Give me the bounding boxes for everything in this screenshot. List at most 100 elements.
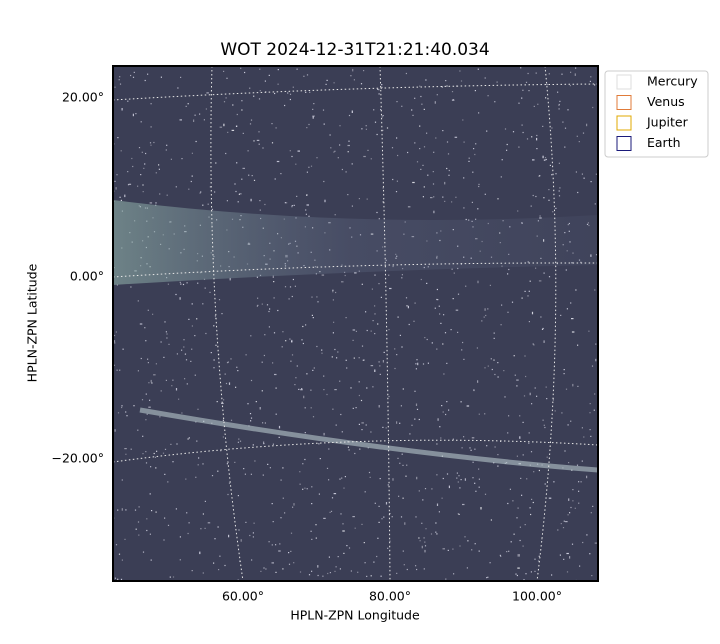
star <box>281 346 283 348</box>
star <box>402 464 404 466</box>
star <box>494 446 496 448</box>
star <box>427 362 429 364</box>
star <box>365 125 367 127</box>
star <box>142 191 144 193</box>
star <box>330 510 333 512</box>
star <box>559 554 561 556</box>
star <box>263 443 265 445</box>
star <box>530 571 532 573</box>
x-tick-label: 80.00° <box>369 589 411 604</box>
star <box>241 109 243 111</box>
star <box>361 283 363 285</box>
star <box>452 438 454 440</box>
star <box>140 174 142 176</box>
star <box>304 432 306 434</box>
star <box>213 562 215 564</box>
star <box>463 177 465 179</box>
star <box>116 174 118 176</box>
star <box>525 81 528 83</box>
star <box>565 269 567 271</box>
star <box>458 513 460 515</box>
star <box>528 90 530 92</box>
star <box>228 482 231 484</box>
star <box>422 499 424 501</box>
star <box>250 417 253 419</box>
star <box>223 123 225 127</box>
star <box>442 548 445 550</box>
star <box>392 478 394 481</box>
star <box>567 424 569 426</box>
star <box>227 361 229 363</box>
star <box>466 405 470 407</box>
star <box>179 297 181 300</box>
star <box>401 274 403 276</box>
star <box>290 360 292 362</box>
star <box>191 152 193 154</box>
star <box>160 76 162 78</box>
star <box>155 172 157 174</box>
star <box>165 331 167 333</box>
star <box>331 497 334 499</box>
star <box>463 358 465 360</box>
star <box>306 74 309 76</box>
star <box>202 513 204 515</box>
star <box>467 540 469 542</box>
star <box>321 274 325 276</box>
y-axis-label: HPLN-ZPN Latitude <box>25 263 40 382</box>
star <box>560 314 562 316</box>
star <box>382 187 384 189</box>
star <box>354 452 356 455</box>
star <box>537 103 539 105</box>
star <box>462 119 464 121</box>
star <box>153 452 155 455</box>
star <box>419 540 421 542</box>
star <box>191 348 193 350</box>
star <box>231 129 235 131</box>
star <box>457 513 459 515</box>
star <box>377 323 379 325</box>
star <box>119 196 121 198</box>
star <box>521 297 523 299</box>
star <box>221 402 224 404</box>
star <box>258 98 261 100</box>
star <box>583 436 585 438</box>
star <box>223 101 226 103</box>
star <box>427 174 429 176</box>
star <box>304 407 306 409</box>
star <box>289 338 291 340</box>
star <box>465 285 467 287</box>
star <box>257 304 259 306</box>
star <box>323 180 325 183</box>
star <box>328 556 330 558</box>
star <box>245 521 247 523</box>
star <box>176 353 178 355</box>
star <box>478 183 480 185</box>
star <box>507 273 509 275</box>
star <box>352 329 356 331</box>
star <box>380 109 382 111</box>
star <box>312 317 314 319</box>
star <box>568 462 570 464</box>
star <box>442 477 444 480</box>
star <box>416 476 418 480</box>
star <box>268 310 270 313</box>
star <box>339 144 341 146</box>
star <box>258 131 260 133</box>
star <box>239 193 242 195</box>
star <box>236 366 238 368</box>
star <box>452 298 454 300</box>
star <box>172 576 175 578</box>
star <box>590 512 592 514</box>
star <box>366 198 368 200</box>
grid-line <box>536 66 557 581</box>
star <box>288 552 290 554</box>
star <box>288 563 291 565</box>
legend-marker <box>616 136 632 151</box>
star <box>272 443 274 445</box>
star <box>312 416 315 418</box>
star <box>236 113 238 116</box>
star <box>204 500 206 502</box>
star <box>250 198 252 202</box>
star <box>444 181 446 185</box>
star <box>431 342 433 344</box>
